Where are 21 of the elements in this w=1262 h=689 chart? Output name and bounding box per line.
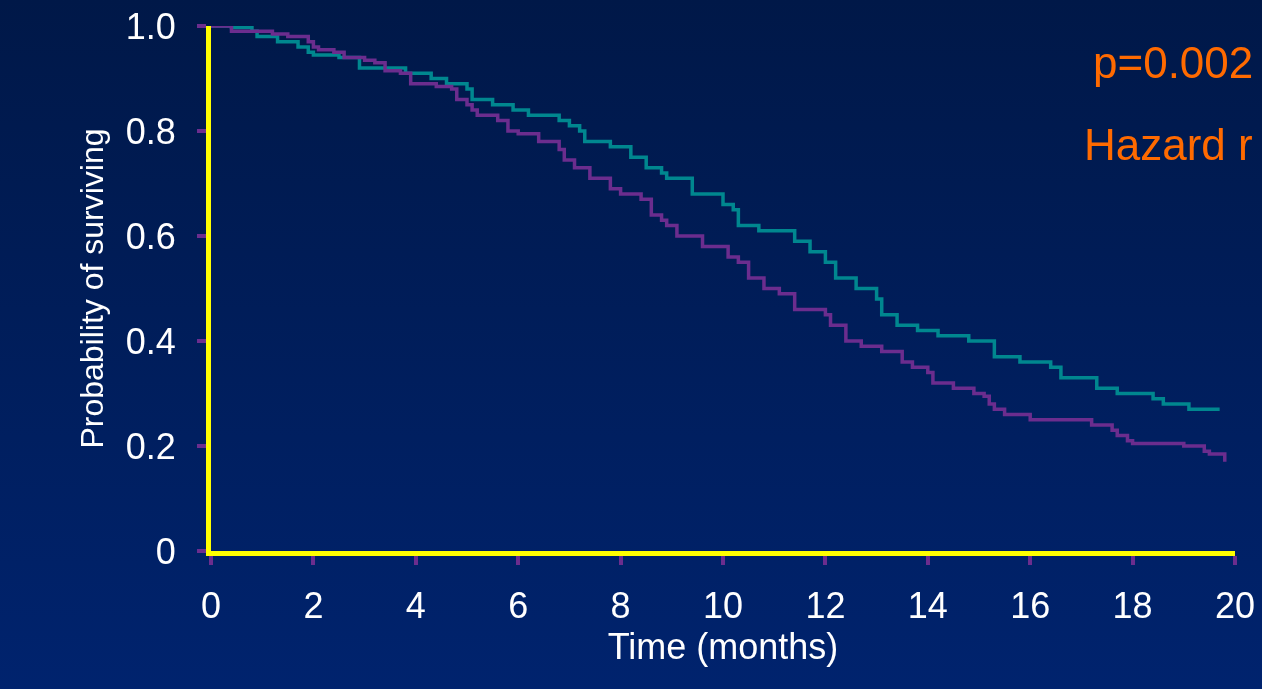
- x-tick-label: 4: [405, 585, 426, 627]
- x-tick-label: 10: [702, 585, 744, 627]
- y-tick-label: 0.6: [125, 215, 176, 257]
- y-tick-label: 0: [155, 530, 176, 572]
- x-tick-label: 14: [907, 585, 948, 627]
- y-tick-label: 0.4: [125, 320, 176, 362]
- x-axis-title: Time (months): [607, 626, 839, 668]
- x-tick-label: 2: [303, 585, 324, 627]
- annotation: Hazard r: [1084, 120, 1253, 169]
- x-tick-label: 8: [610, 585, 631, 627]
- annotation: p=0.002: [1093, 38, 1254, 87]
- x-tick-label: 18: [1112, 585, 1153, 627]
- y-axis-title: Probability of surviving: [74, 128, 111, 449]
- x-tick-label: 6: [508, 585, 529, 627]
- x-tick-label: 20: [1214, 585, 1256, 627]
- y-tick-label: 0.2: [125, 425, 176, 467]
- x-tick-label: 16: [1010, 585, 1051, 627]
- y-tick-label: 0.8: [125, 110, 176, 152]
- y-tick-label: 1.0: [125, 5, 176, 47]
- x-tick-label: 0: [200, 585, 222, 627]
- x-tick-label: 12: [805, 585, 846, 627]
